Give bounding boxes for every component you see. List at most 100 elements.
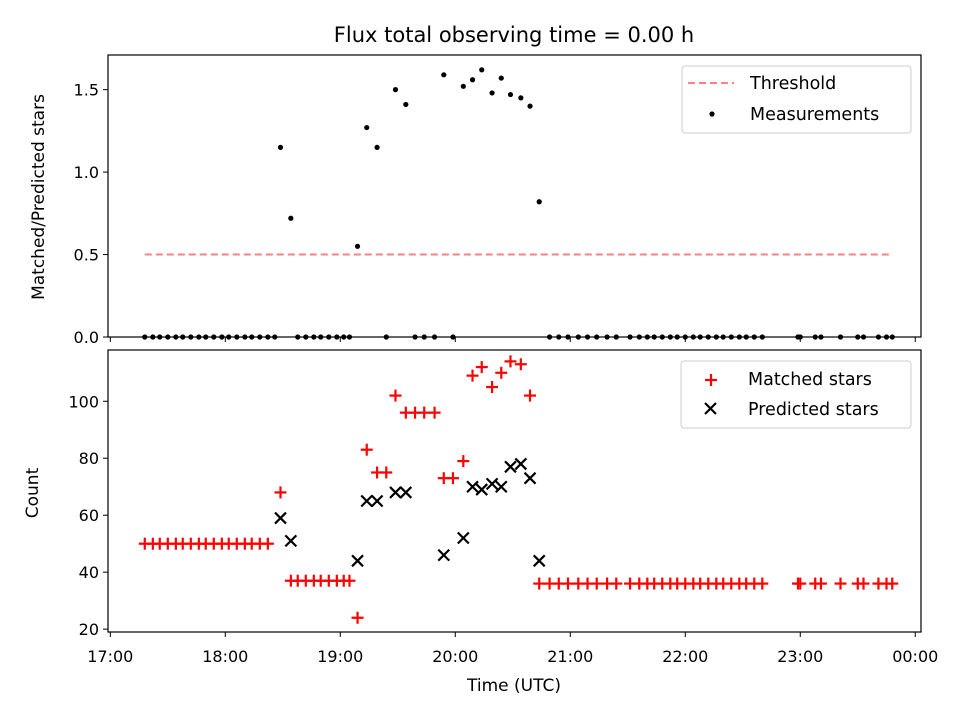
measurement-point [479, 67, 485, 73]
matched-star-point [857, 577, 870, 590]
x-tick-label: 18:00 [202, 647, 248, 666]
matched-star-point [380, 466, 393, 479]
measurement-point [469, 77, 476, 83]
bottom-y-axis: 20 40 60 80 100 [68, 392, 108, 639]
bottom-y-tick-label: 100 [68, 392, 99, 411]
top-y-tick-label: 0.0 [74, 328, 99, 347]
x-tick-label: 00:00 [892, 647, 938, 666]
matched-star-point [389, 389, 402, 402]
bottom-y-tick-label: 60 [79, 506, 99, 525]
matched-star-point [475, 361, 488, 374]
x-tick-label: 20:00 [432, 647, 478, 666]
matched-star-point [590, 577, 603, 590]
top-y-axis: 0.0 0.5 1.0 1.5 [74, 81, 108, 347]
predicted-star-point [504, 460, 517, 474]
legend-entry-measurements: Measurements [750, 105, 879, 125]
matched-star-point [524, 389, 537, 402]
x-tick-label: 17:00 [87, 647, 133, 666]
predicted-star-point [466, 480, 479, 494]
bottom-x-axis: 17:00 18:00 19:00 20:00 21:00 22:00 23:00 00:00 [87, 632, 938, 666]
predicted-star-point [284, 534, 298, 548]
matched-star-point [486, 381, 499, 394]
measurement-point [364, 124, 370, 131]
matched-star-point [457, 455, 470, 468]
predicted-star-point [532, 554, 546, 568]
predicted-star-point [494, 480, 508, 494]
measurement-point [441, 72, 447, 78]
bottom-legend: Matched stars Predicted stars [680, 360, 912, 429]
legend-entry-threshold: Threshold [749, 74, 836, 94]
top-y-tick-label: 1.0 [74, 163, 99, 182]
matched-star-point [351, 611, 364, 624]
matched-star-point [343, 574, 356, 587]
x-tick-label: 23:00 [777, 647, 823, 666]
top-x-ticks [109, 337, 916, 342]
x-axis-label: Time (UTC) [466, 676, 561, 696]
measurement-point [354, 243, 361, 249]
measurement-point [374, 144, 380, 150]
matched-star-point [274, 486, 287, 499]
measurement-point [277, 144, 284, 150]
predicted-star-point [360, 494, 374, 508]
matched-star-point [794, 577, 807, 590]
x-tick-label: 21:00 [547, 647, 593, 666]
bottom-plot-area [138, 355, 899, 624]
measurement-point [518, 95, 524, 101]
bottom-y-tick-label: 20 [79, 620, 99, 639]
bottom-y-tick-label: 40 [79, 563, 99, 582]
matched-star-point [428, 406, 441, 419]
matched-star-point [834, 577, 847, 590]
predicted-star-point [485, 477, 499, 491]
predicted-star-point [389, 486, 402, 499]
top-legend-box [681, 65, 912, 134]
predicted-star-point [437, 548, 451, 562]
predicted-star-point [523, 471, 537, 485]
bottom-panel: 20 40 60 80 100 17:00 18:00 19:00 20:00 21:00 22:… [23, 349, 938, 696]
predicted-star-point [514, 457, 528, 471]
predicted-star-point [457, 531, 470, 545]
measurement-point [527, 103, 533, 109]
matched-star-point [466, 369, 479, 382]
matched-star-point [261, 537, 274, 550]
predicted-star-point [351, 554, 364, 568]
matched-star-point [495, 366, 508, 379]
x-tick-label: 22:00 [662, 647, 708, 666]
measurement-point [460, 83, 466, 89]
predicted-star-point [370, 494, 384, 508]
bottom-axes-frame [107, 349, 922, 633]
matched-star-point [446, 472, 459, 485]
measurement-point [489, 90, 495, 96]
measurement-point [392, 87, 399, 93]
matched-star-point [561, 577, 574, 590]
matched-star-point [360, 443, 373, 456]
matched-star-point [504, 355, 517, 368]
matched-star-point [533, 577, 546, 590]
top-y-axis-label: Matched/Predicted stars [29, 94, 49, 300]
matched-star-point [814, 577, 827, 590]
matched-stars-legend-swatch [705, 374, 717, 386]
legend-entry-matched-stars: Matched stars [748, 370, 872, 390]
bottom-legend-box [680, 360, 912, 429]
bottom-y-tick-label: 80 [79, 449, 99, 468]
measurement-point [498, 75, 504, 81]
matched-star-point [610, 577, 623, 590]
top-y-tick-label: 0.5 [74, 246, 99, 265]
measurement-point [507, 91, 514, 98]
matched-star-point [756, 577, 769, 590]
predicted-star-point [274, 511, 287, 525]
matched-star-point [418, 406, 431, 419]
measurements-legend-swatch [709, 111, 715, 117]
predicted-star-point [399, 486, 413, 499]
matched-star-point [514, 358, 527, 371]
chart-title: Flux total observing time = 0.00 h [334, 23, 694, 47]
top-legend: Threshold Measurements [681, 65, 912, 134]
matched-star-point [886, 577, 899, 590]
top-y-tick-label: 1.5 [74, 81, 99, 100]
measurement-point [288, 215, 294, 221]
top-panel: 0.0 0.5 1.0 1.5 Matched/Predicted stars Thr… [29, 54, 922, 347]
predicted-star-point [475, 483, 489, 496]
predicted-stars-legend-swatch [704, 402, 717, 415]
bottom-y-axis-label: Count [23, 467, 43, 518]
measurement-point [403, 101, 409, 108]
